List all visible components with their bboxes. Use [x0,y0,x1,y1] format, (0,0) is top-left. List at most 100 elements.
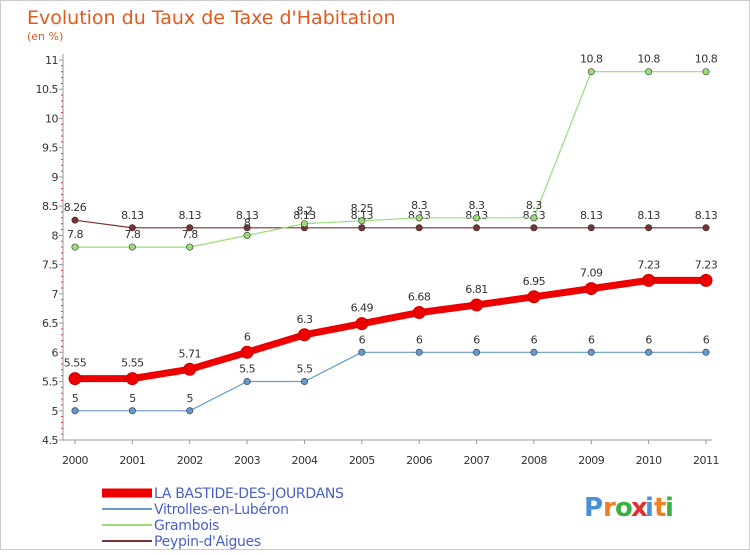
series-line [74,219,706,229]
data-label: 8.13 [695,209,718,222]
y-tick-label: 4.5 [42,434,58,447]
data-label: 8.2 [296,205,312,218]
data-label: 5.55 [121,357,144,370]
logo-letter: i [665,493,674,523]
series-line [75,276,706,383]
data-point [645,348,653,356]
data-label: 5 [129,392,136,405]
logo-letter: x [631,493,648,523]
y-tick-label: 5 [52,405,59,418]
data-label: 10.8 [580,53,603,66]
data-point [642,273,656,287]
data-point [527,290,541,304]
logo-letter: i [645,493,654,523]
y-tick-label: 5.5 [42,376,58,389]
logo-letter: t [654,493,666,523]
data-label: 8.13 [351,209,374,222]
data-point [297,328,311,342]
data-label: 6.95 [523,275,546,288]
data-point [128,224,136,232]
data-label: 7.8 [67,228,83,241]
data-point [702,348,710,356]
data-point [584,282,598,296]
data-point [243,231,251,239]
data-point [358,217,366,225]
data-point [699,273,713,287]
data-point [240,345,254,359]
data-point [71,407,79,415]
data-label: 6 [531,333,538,346]
data-point [412,306,426,320]
data-point [300,220,308,228]
x-tick-label: 2002 [177,454,203,467]
data-label: 5.55 [64,357,87,370]
data-point [530,224,538,232]
data-label: 6.3 [296,313,312,326]
data-point [300,378,308,386]
series-layer: 8.268.138.138.138.138.138.138.138.138.13… [64,53,718,415]
x-tick-label: 2009 [578,454,604,467]
data-label: 6.49 [351,302,374,315]
data-point [645,224,653,232]
data-point [473,214,481,222]
series-2: 7.8 7.8 7.8 8 8.2 8.25 8.3 8.3 8.3 10.8 10.8 10.8 [67,53,718,251]
x-tick-label: 2001 [119,454,145,467]
data-point [71,216,79,224]
data-label: 5 [72,392,79,405]
legend: LA BASTIDE-DES-JOURDANSVitrolles-en-Lubé… [102,486,344,550]
data-point [186,224,194,232]
data-point [587,68,595,76]
data-label: 7.23 [637,258,660,271]
data-point [128,243,136,251]
data-point [587,224,595,232]
data-label: 5.5 [296,363,312,376]
data-label: 6 [703,333,710,346]
x-tick-label: 2006 [406,454,432,467]
data-label: 8 [244,216,251,229]
y-tick-label: 6.5 [42,317,58,330]
data-point [358,224,366,232]
data-label: 6 [588,333,595,346]
x-tick-label: 2010 [636,454,662,467]
data-point [243,378,251,386]
data-point [530,348,538,356]
data-label: 7.8 [182,228,198,241]
data-label: 6.81 [465,283,488,296]
data-point [71,243,79,251]
data-label: 7.8 [124,228,140,241]
x-tick-label: 2011 [693,454,719,467]
data-point [702,224,710,232]
data-point [415,214,423,222]
y-tick-label: 11 [45,54,58,67]
data-point [358,348,366,356]
data-point [702,68,710,76]
legend-label: LA BASTIDE-DES-JOURDANS [154,486,344,502]
x-tick-label: 2000 [62,454,88,467]
y-tick-label: 9.5 [42,142,58,155]
x-tick-label: 2008 [521,454,547,467]
data-point [186,407,194,415]
data-point [183,362,197,376]
series-3: 8.268.138.138.138.138.138.138.138.138.13… [64,201,718,232]
data-label: 6 [473,333,480,346]
data-label: 8.3 [469,199,485,212]
legend-label: Peypin-d'Aigues [154,534,261,550]
data-label: 5.5 [239,363,255,376]
data-label: 7.23 [695,258,718,271]
data-label: 8.13 [121,209,144,222]
data-label: 8.3 [411,199,427,212]
legend-label: Vitrolles-en-Lubéron [154,502,289,518]
series-line [75,351,706,412]
y-tick-label: 9 [52,171,59,184]
y-tick-label: 10 [45,112,58,125]
data-label: 8.13 [236,209,259,222]
y-tick-label: 7.5 [42,259,58,272]
data-point [186,243,194,251]
series-line [75,71,706,248]
data-point [473,224,481,232]
data-point [470,298,484,312]
data-label: 7.09 [580,267,603,280]
